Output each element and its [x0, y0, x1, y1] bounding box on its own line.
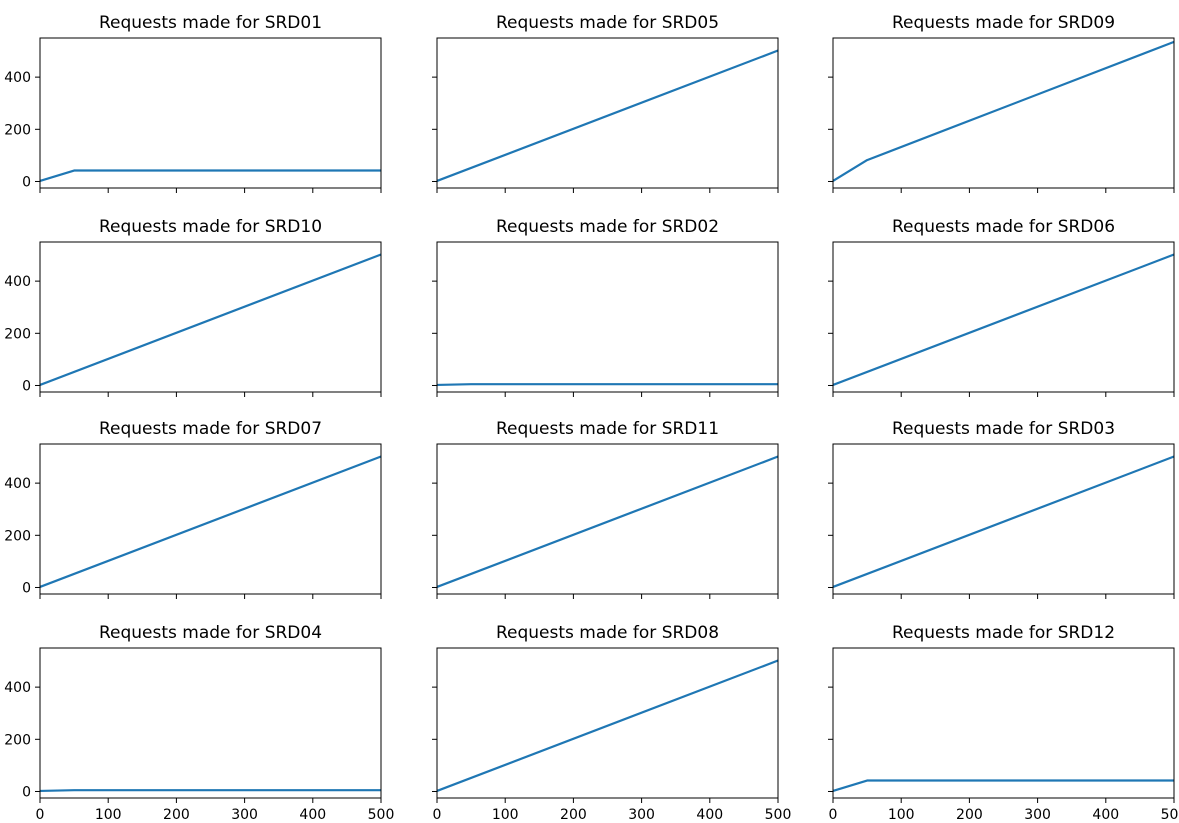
subplot-title: Requests made for SRD09: [892, 13, 1115, 33]
subplot-title: Requests made for SRD04: [99, 623, 322, 643]
x-tick-label: 400: [696, 807, 723, 823]
subplot: Requests made for SRD02: [432, 217, 779, 397]
y-tick-label: 0: [22, 580, 31, 596]
subplot-title: Requests made for SRD07: [99, 419, 322, 439]
y-tick-label: 200: [4, 122, 31, 138]
subplot: Requests made for SRD05: [432, 13, 779, 193]
axes-frame: [39, 37, 382, 189]
x-tick-label: 300: [1024, 807, 1051, 823]
y-tick-label: 0: [22, 784, 31, 800]
subplot-title: Requests made for SRD11: [496, 419, 719, 439]
series-line: [436, 455, 779, 588]
x-tick-label: 100: [492, 807, 519, 823]
subplot: Requests made for SRD08 0 100 200 300 400 500: [432, 623, 791, 823]
axes-frame: [39, 647, 382, 799]
x-tick-label: 300: [231, 807, 258, 823]
series-line: [39, 253, 382, 386]
subplot-title: Requests made for SRD02: [496, 217, 719, 237]
subplot-title: Requests made for SRD08: [496, 623, 719, 643]
y-tick-label: 0: [22, 378, 31, 394]
axes-frame: [832, 647, 1175, 799]
x-tick-label: 0: [829, 807, 838, 823]
subplot: Requests made for SRD11: [432, 419, 779, 599]
axes-frame: [832, 443, 1175, 595]
subplot-title: Requests made for SRD12: [892, 623, 1115, 643]
x-tick-label: 300: [628, 807, 655, 823]
subplot-title: Requests made for SRD06: [892, 217, 1115, 237]
axes-frame: [436, 37, 779, 189]
axes-frame: [832, 241, 1175, 393]
series-line: [436, 659, 779, 792]
y-tick-label: 200: [4, 732, 31, 748]
x-tick-label: 400: [299, 807, 326, 823]
series-line: [436, 49, 779, 182]
y-tick-label: 0: [22, 174, 31, 190]
subplot-title: Requests made for SRD01: [99, 13, 322, 33]
series-line: [39, 169, 381, 183]
axes-frame: [436, 241, 779, 393]
subplot: Requests made for SRD06: [828, 217, 1175, 397]
x-tick-label: 100: [95, 807, 122, 823]
y-tick-label: 400: [4, 476, 31, 492]
x-tick-label: 100: [888, 807, 915, 823]
series-line: [832, 779, 1174, 793]
y-tick-label: 200: [4, 326, 31, 342]
x-tick-label: 0: [36, 807, 45, 823]
series-line: [39, 789, 381, 793]
x-tick-label: 500: [1161, 807, 1179, 823]
x-tick-label: 500: [765, 807, 792, 823]
x-tick-label: 500: [368, 807, 395, 823]
subplot: Requests made for SRD09: [828, 13, 1175, 193]
subplot: Requests made for SRD10 0 200 400: [4, 217, 382, 397]
y-tick-label: 200: [4, 528, 31, 544]
subplot: Requests made for SRD01 0 200 400: [4, 13, 382, 193]
series-line: [832, 253, 1175, 386]
subplot: Requests made for SRD03: [828, 419, 1175, 599]
subplot: Requests made for SRD12 0 100 200 300 400 500: [828, 623, 1179, 823]
x-tick-label: 400: [1092, 807, 1119, 823]
axes-frame: [436, 443, 779, 595]
subplot-title: Requests made for SRD10: [99, 217, 322, 237]
axes-frame: [832, 37, 1175, 189]
subplot-title: Requests made for SRD05: [496, 13, 719, 33]
x-tick-label: 200: [163, 807, 190, 823]
series-line: [39, 455, 382, 588]
axes-frame: [436, 647, 779, 799]
axes-frame: [39, 443, 382, 595]
subplot: Requests made for SRD07 0 200 400: [4, 419, 382, 599]
y-tick-label: 400: [4, 680, 31, 696]
subplot: Requests made for SRD04 0 200 400 0 100 200 300…: [4, 623, 394, 823]
series-line: [832, 40, 1175, 182]
x-tick-label: 200: [956, 807, 983, 823]
x-tick-label: 0: [433, 807, 442, 823]
y-tick-label: 400: [4, 70, 31, 86]
x-tick-label: 200: [560, 807, 587, 823]
axes-frame: [39, 241, 382, 393]
subplot-title: Requests made for SRD03: [892, 419, 1115, 439]
y-tick-label: 400: [4, 274, 31, 290]
series-line: [436, 383, 778, 387]
series-line: [832, 455, 1175, 588]
